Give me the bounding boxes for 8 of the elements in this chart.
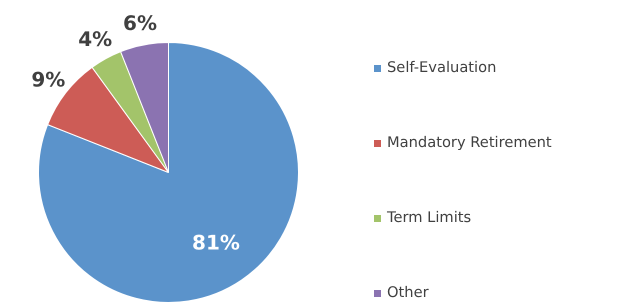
legend-label: Other bbox=[387, 284, 429, 301]
data-label: 81% bbox=[192, 230, 240, 254]
legend-label: Term Limits bbox=[387, 209, 472, 226]
data-label: 4% bbox=[78, 27, 112, 52]
data-label: 6% bbox=[123, 11, 157, 36]
legend-label: Mandatory Retirement bbox=[387, 134, 552, 151]
data-label: 9% bbox=[31, 67, 66, 92]
legend-label: Self-Evaluation bbox=[387, 59, 496, 76]
